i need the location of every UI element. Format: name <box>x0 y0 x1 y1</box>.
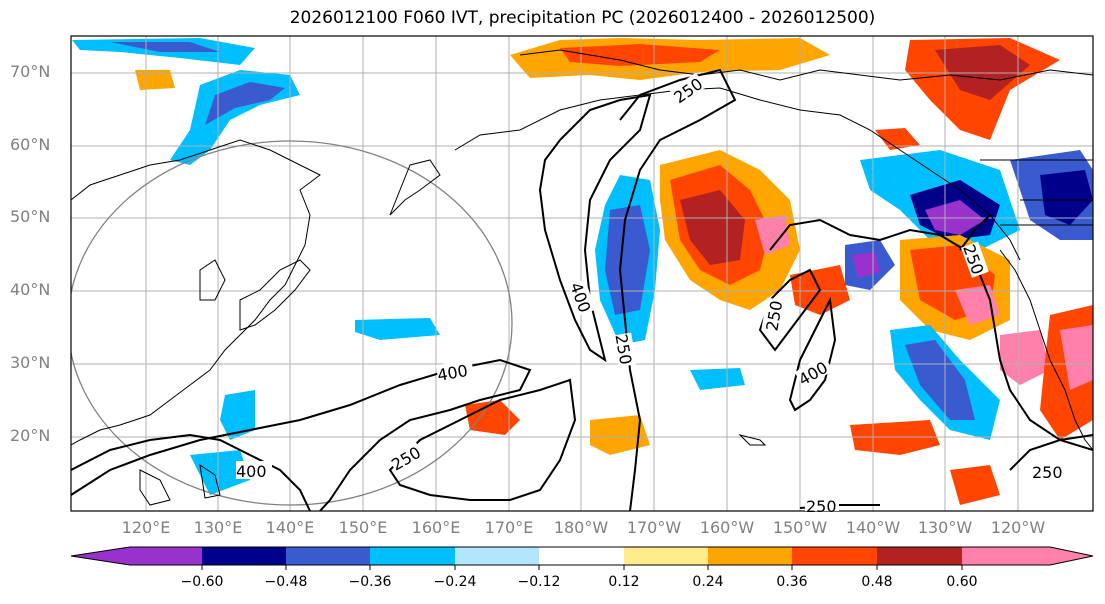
colorbar-tick-label: 0.48 <box>861 574 893 590</box>
colorbar-tick-label: −0.48 <box>264 574 308 590</box>
coastlines <box>71 49 1093 506</box>
lon-label-170w: 170°W <box>626 518 682 537</box>
lat-label-30n: 30°N <box>10 353 51 372</box>
lon-label-130e: 130°E <box>193 518 243 537</box>
lat-label-70n: 70°N <box>10 62 51 81</box>
map-frame <box>70 35 1094 512</box>
anomaly-patch-date-line-indigo <box>605 205 650 315</box>
anomaly-patch-midpacific-blue <box>355 318 440 340</box>
anomaly-patch-170w-blue <box>690 368 745 390</box>
colorbar-tick-label: −0.60 <box>180 574 224 590</box>
anomaly-patch-philippine-blue <box>220 390 255 440</box>
anomaly-patch-175e-red <box>465 400 520 435</box>
anomaly-patch-alaska-orange <box>875 128 920 150</box>
lat-label-20n: 20°N <box>10 426 51 445</box>
map-title: 2026012100 F060 IVT, precipitation PC (2… <box>289 8 876 28</box>
lon-label-170e: 170°E <box>484 518 534 537</box>
range-circle <box>71 140 513 506</box>
lon-label-150e: 150°E <box>338 518 388 537</box>
lon-label-140e: 140°E <box>265 518 315 537</box>
anomaly-patch-orange-70n <box>135 70 175 90</box>
lon-label-150w: 150°W <box>772 518 828 537</box>
colorbar-tick-label: −0.36 <box>348 574 392 590</box>
anomaly-patch-southwest-pink <box>1060 325 1093 390</box>
anomaly-patch-subtropic-indigo <box>905 340 975 420</box>
ivt-contour-label: 250 <box>806 497 837 516</box>
anomaly-patch-canada-navy <box>1040 170 1093 225</box>
lon-label-180w: 180°W <box>553 518 609 537</box>
anomaly-patch-siberia-inner <box>205 82 285 125</box>
colorbar-tick-label: 0.36 <box>776 574 808 590</box>
lat-label-50n: 50°N <box>10 207 51 226</box>
colorbar-tick-label: −0.12 <box>517 574 561 590</box>
lon-label-130w: 130°W <box>917 518 973 537</box>
lon-label-160w: 160°W <box>699 518 755 537</box>
lon-label-140w: 140°W <box>845 518 901 537</box>
anomaly-patch-mid-darkred <box>680 190 745 265</box>
anomaly-patch-sw-corner-orange <box>950 465 1000 505</box>
anomaly-patch-nw-inner <box>110 42 220 52</box>
anomaly-patch-south-blue <box>190 450 250 495</box>
colorbar-tick-label: 0.24 <box>692 574 724 590</box>
colorbar-tick-label: 0.60 <box>946 574 978 590</box>
lon-label-120w: 120°W <box>990 518 1046 537</box>
anomaly-patch-baja-pink <box>1000 330 1050 385</box>
lon-label-120e: 120°E <box>121 518 171 537</box>
lon-label-160e: 160°E <box>411 518 461 537</box>
lat-label-40n: 40°N <box>10 280 51 299</box>
anomaly-patch-date-line-orange <box>590 415 650 455</box>
anomaly-patch-mid-pink <box>755 215 790 255</box>
colorbar-tick-label: 0.12 <box>608 574 640 590</box>
anomaly-patch-arctic-inner <box>560 44 720 66</box>
ivt-contour-label: 250 <box>1032 463 1063 482</box>
colorbar-tick-label: −0.24 <box>433 574 477 590</box>
lat-label-60n: 60°N <box>10 135 51 154</box>
ivt-contour-label: 400 <box>236 462 267 481</box>
